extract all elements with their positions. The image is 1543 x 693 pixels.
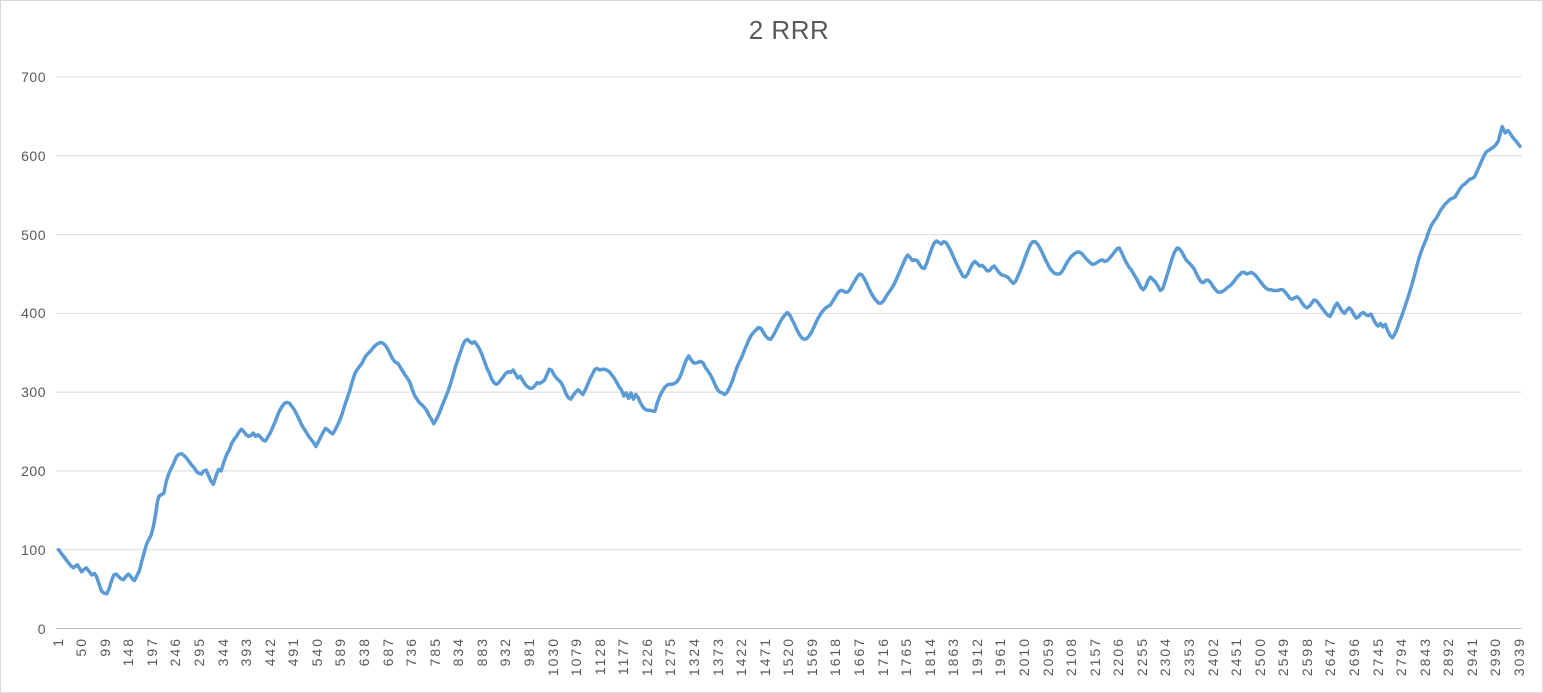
x-axis-label: 1079	[568, 637, 585, 677]
x-axis-label: 2843	[1416, 637, 1433, 677]
y-axis-label: 500	[21, 226, 46, 243]
x-axis-label: 883	[473, 637, 490, 667]
x-axis-label: 2206	[1110, 637, 1127, 677]
x-axis-label: 1814	[921, 637, 938, 677]
x-axis-label: 491	[285, 637, 302, 667]
x-axis-label: 2892	[1440, 637, 1457, 677]
x-axis-label: 393	[238, 637, 255, 667]
x-axis-label: 2108	[1063, 637, 1080, 677]
x-axis-label: 2353	[1180, 637, 1197, 677]
x-axis-label: 1177	[615, 637, 632, 676]
x-axis-label: 1324	[685, 637, 702, 677]
x-axis-label: 2745	[1369, 637, 1386, 677]
x-axis-label: 2549	[1275, 637, 1292, 677]
x-axis-label: 2451	[1228, 637, 1245, 677]
x-axis-label: 1373	[709, 637, 726, 677]
x-axis-label: 2647	[1322, 637, 1339, 677]
x-axis-label: 1961	[992, 637, 1009, 677]
x-axis-label: 1667	[850, 637, 867, 677]
x-axis-label: 99	[96, 637, 113, 657]
x-axis-label: 50	[73, 637, 90, 657]
x-axis-label: 589	[332, 637, 349, 667]
y-axis-label: 600	[21, 147, 46, 164]
x-axis-label: 1275	[662, 637, 679, 677]
x-axis-label: 1520	[780, 637, 797, 677]
x-axis-label: 1716	[874, 637, 891, 677]
x-axis-label: 1618	[827, 637, 844, 677]
y-axis-label: 200	[21, 462, 46, 479]
x-axis-label: 344	[214, 637, 231, 667]
x-axis-label: 1863	[945, 637, 962, 677]
x-axis-label: 2990	[1487, 637, 1504, 677]
x-axis-label: 2941	[1463, 637, 1480, 677]
x-axis-label: 2304	[1157, 637, 1174, 677]
x-axis-label: 295	[190, 637, 207, 667]
x-axis-label: 736	[403, 637, 420, 667]
x-axis-label: 2402	[1204, 637, 1221, 677]
x-axis-label: 1128	[591, 637, 608, 676]
x-axis-label: 2010	[1015, 637, 1032, 677]
x-axis-label: 2794	[1393, 637, 1410, 677]
x-axis-label: 932	[497, 637, 514, 667]
x-axis-label: 246	[167, 637, 184, 667]
x-axis-label: 2500	[1251, 637, 1268, 677]
x-axis-label: 1765	[898, 637, 915, 677]
x-axis-label: 3039	[1511, 637, 1527, 677]
x-axis-label: 1912	[968, 637, 985, 677]
y-axis-label: 300	[21, 384, 46, 401]
gridlines	[56, 76, 1522, 629]
x-axis-label: 1569	[803, 637, 820, 677]
x-axis-label: 638	[355, 637, 372, 667]
x-axis-label: 834	[450, 637, 467, 667]
chart-title: 2 RRR	[748, 15, 830, 45]
x-axis-label: 1471	[756, 637, 773, 677]
y-axis-label: 700	[21, 69, 46, 85]
x-axis-label: 1	[49, 637, 66, 647]
x-axis-label: 981	[520, 637, 537, 667]
x-axis-label: 540	[308, 637, 325, 667]
x-axis-label: 2059	[1039, 637, 1056, 677]
x-axis-label: 2255	[1133, 637, 1150, 677]
y-axis-label: 400	[21, 305, 46, 322]
x-axis-label: 2696	[1345, 637, 1362, 677]
y-axis-label: 100	[21, 541, 46, 558]
x-axis-label: 148	[120, 637, 137, 667]
x-axis-label: 1030	[544, 637, 561, 677]
x-axis-label: 1422	[733, 637, 750, 677]
x-axis-label: 2598	[1298, 637, 1315, 677]
x-axis-label: 785	[426, 637, 443, 667]
x-axis-label: 197	[143, 637, 160, 667]
line-series	[56, 124, 1522, 596]
y-axis-label: 0	[37, 620, 46, 637]
x-axis-label: 687	[379, 637, 396, 667]
x-axis-label: 442	[261, 637, 278, 667]
x-axis-label: 1226	[638, 637, 655, 677]
x-axis-label: 2157	[1086, 637, 1103, 677]
